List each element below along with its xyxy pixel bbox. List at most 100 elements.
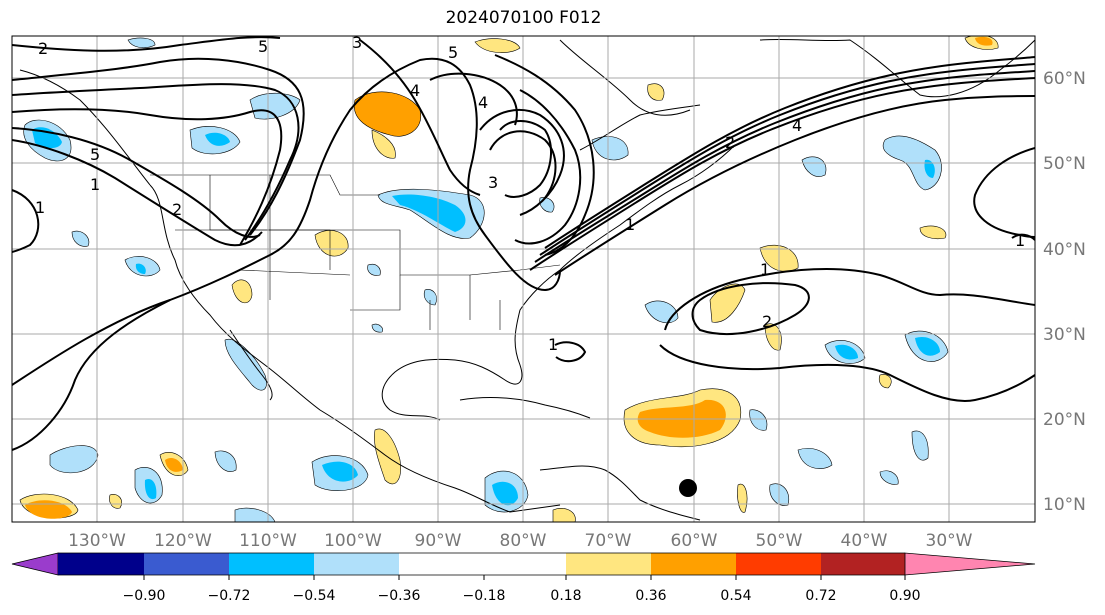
lon-label: 50°W bbox=[756, 531, 803, 551]
colorbar-tick-label: 0.72 bbox=[805, 588, 836, 604]
map-frame bbox=[11, 35, 1036, 523]
contour-lines bbox=[12, 36, 1035, 451]
negative-anomaly-patch bbox=[249, 92, 301, 120]
map-title: 2024070100 F012 bbox=[445, 8, 602, 28]
colorbar-bin bbox=[229, 553, 314, 575]
graticule bbox=[12, 36, 1035, 522]
colorbar-tick-label: 0.90 bbox=[889, 588, 920, 604]
negative-anomaly-patch bbox=[392, 194, 466, 232]
negative-anomaly-patch bbox=[423, 289, 437, 306]
colorbar-extend-high bbox=[904, 552, 1036, 576]
negative-anomaly-patch bbox=[127, 37, 156, 49]
lat-label: 10°N bbox=[1043, 495, 1086, 515]
negative-anomaly-patch bbox=[835, 344, 858, 360]
negative-anomaly-patch bbox=[492, 481, 518, 506]
storm-center-dot bbox=[679, 479, 697, 497]
negative-anomaly-patch bbox=[205, 132, 230, 146]
positive-anomaly-patch bbox=[109, 494, 122, 509]
lon-label: 130°W bbox=[68, 531, 126, 551]
negative-anomaly-patch bbox=[749, 409, 768, 431]
latitude-labels: 60°N 50°N 40°N 30°N 20°N 10°N bbox=[1043, 69, 1086, 515]
contour-label: 1 bbox=[35, 198, 45, 217]
colorbar-bin bbox=[58, 553, 144, 575]
lon-label: 110°W bbox=[239, 531, 297, 551]
positive-anomaly-patch bbox=[878, 374, 892, 389]
contour-label: 1 bbox=[548, 335, 558, 354]
contour-label: 5 bbox=[448, 43, 458, 62]
lat-label: 20°N bbox=[1043, 410, 1086, 430]
lon-label: 90°W bbox=[415, 531, 462, 551]
colorbar-tick-label: 0.18 bbox=[550, 588, 581, 604]
colorbar-tick-label: 0.36 bbox=[635, 588, 666, 604]
contour-label: 5 bbox=[258, 37, 268, 56]
positive-anomaly-patch bbox=[231, 279, 253, 304]
lon-label: 60°W bbox=[671, 531, 718, 551]
negative-anomaly-patch bbox=[234, 507, 276, 522]
colorbar-bin bbox=[484, 553, 566, 575]
colorbar-tick-label: −0.18 bbox=[463, 588, 506, 604]
positive-anomaly-patch bbox=[353, 91, 422, 137]
colorbar-tick-label: 0.54 bbox=[720, 588, 751, 604]
positive-anomaly-patch bbox=[737, 483, 748, 513]
negative-anomaly-patch bbox=[644, 300, 679, 324]
colorbar-extend-low bbox=[11, 552, 59, 576]
negative-anomaly-patch bbox=[797, 448, 833, 469]
contour-label: 1 bbox=[760, 260, 770, 279]
positive-anomaly-patch bbox=[165, 458, 183, 472]
longitude-labels: 130°W 120°W 110°W 100°W 90°W 80°W 70°W 6… bbox=[68, 531, 973, 551]
positive-anomaly-patch bbox=[474, 38, 521, 53]
negative-anomaly-patch bbox=[801, 156, 827, 177]
colorbar: −0.90 −0.72 −0.54 −0.36 −0.18 0.18 0.36 … bbox=[11, 552, 1036, 604]
state-borders bbox=[150, 174, 561, 330]
positive-anomaly-patch bbox=[647, 83, 665, 101]
colorbar-bin bbox=[566, 553, 651, 575]
negative-anomaly-patch bbox=[144, 478, 157, 500]
colorbar-bin bbox=[314, 553, 399, 575]
lat-label: 50°N bbox=[1043, 154, 1086, 174]
lat-label: 30°N bbox=[1043, 325, 1086, 345]
lon-label: 70°W bbox=[585, 531, 632, 551]
contour-label: 3 bbox=[488, 173, 498, 192]
contour-label: 4 bbox=[478, 93, 488, 112]
colorbar-tick-label: −0.90 bbox=[123, 588, 166, 604]
negative-anomaly-patch bbox=[879, 470, 899, 485]
colorbar-tick-label: −0.72 bbox=[208, 588, 251, 604]
colorbar-ticks bbox=[143, 575, 906, 580]
negative-anomaly-patch bbox=[911, 430, 929, 461]
contour-labels: 2 5 3 4 4 5 5 3 2 1 1 1 2 4 1 1 2 1 bbox=[35, 33, 1025, 354]
positive-anomaly-patch bbox=[25, 500, 72, 519]
contour-label: 2 bbox=[725, 133, 735, 152]
lon-label: 30°W bbox=[926, 531, 973, 551]
lat-label: 40°N bbox=[1043, 240, 1086, 260]
contour-label: 1 bbox=[625, 215, 635, 234]
contour-label: 2 bbox=[38, 39, 48, 58]
negative-anomaly-patch bbox=[924, 159, 935, 178]
negative-anomaly-patch bbox=[915, 336, 940, 356]
negative-anomaly-patch bbox=[32, 127, 62, 149]
positive-anomaly-patch bbox=[314, 230, 349, 257]
colorbar-bin bbox=[144, 553, 229, 575]
colorbar-tick-label: −0.36 bbox=[378, 588, 421, 604]
contour-label: 5 bbox=[90, 145, 100, 164]
contour-label: 1 bbox=[90, 175, 100, 194]
shaded-fields bbox=[19, 36, 999, 522]
lat-label: 60°N bbox=[1043, 69, 1086, 89]
contour-label: 3 bbox=[352, 33, 362, 52]
contour-label: 4 bbox=[410, 81, 420, 100]
negative-anomaly-patch bbox=[135, 263, 146, 274]
positive-anomaly-patch bbox=[552, 508, 576, 522]
lon-label: 120°W bbox=[154, 531, 212, 551]
negative-anomaly-patch bbox=[71, 230, 90, 247]
positive-anomaly-patch bbox=[975, 36, 993, 46]
negative-anomaly-patch bbox=[367, 263, 381, 276]
colorbar-bin bbox=[736, 553, 821, 575]
colorbar-outline bbox=[58, 552, 905, 576]
colorbar-tick-label: −0.54 bbox=[293, 588, 336, 604]
colorbar-bin bbox=[399, 553, 484, 575]
lon-label: 100°W bbox=[324, 531, 382, 551]
negative-anomaly-patch bbox=[371, 323, 383, 333]
negative-anomaly-patch bbox=[214, 450, 237, 472]
contour-label: 2 bbox=[762, 312, 772, 331]
contour-label: 4 bbox=[792, 116, 802, 135]
negative-anomaly-patch bbox=[49, 445, 99, 474]
